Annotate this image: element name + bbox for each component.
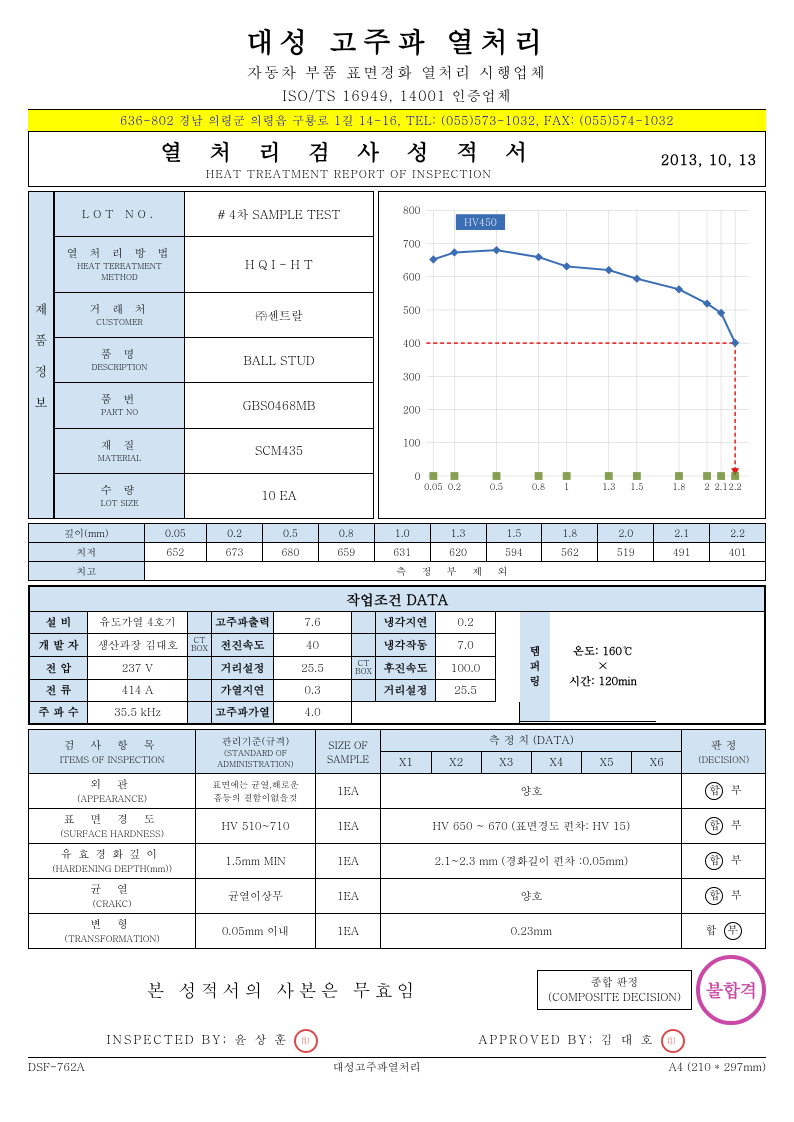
svg-text:1: 1	[564, 481, 569, 493]
company-name: 대성 고주파 열처리	[28, 20, 766, 60]
composite-decision-label: 종합 판정 (COMPOSITE DECISION)	[537, 970, 692, 1010]
svg-text:700: 700	[403, 236, 421, 250]
work-conditions: 작업조건 DATA 설 비유도가열 4호기고주파출력7.6냉각지연0.2템퍼링 …	[28, 585, 766, 725]
inspection-table: 검 사 항 목 ITEMS OF INSPECTION 관리기준(규격) (ST…	[28, 729, 766, 949]
hardness-chart: 0 100 200 300 400 500 600 700 800 0.05 0.2 0.5 0.8 1 1…	[378, 191, 766, 519]
header: 대성 고주파 열처리 자동차 부품 표면경화 열처리 시행업체 ISO/TS 1…	[28, 20, 766, 105]
report-title-row: 열 처 리 검 사 성 적 서 HEAT TREATMENT REPORT OF…	[28, 132, 766, 187]
report-date: 2013, 10, 13	[661, 149, 757, 169]
svg-text:1.5: 1.5	[630, 481, 643, 493]
svg-text:600: 600	[403, 270, 421, 284]
svg-text:1.3: 1.3	[602, 481, 615, 493]
svg-text:2.1: 2.1	[715, 481, 728, 493]
fail-stamp: 불합격	[696, 955, 766, 1025]
approver-seal-icon: 印	[661, 1029, 685, 1053]
svg-text:2.2: 2.2	[729, 481, 742, 493]
svg-text:200: 200	[403, 403, 421, 417]
depth-data-table: 깊이(mm)0.050.20.50.81.01.31.51.82.02.12.2…	[28, 523, 766, 581]
subtitle-1: 자동차 부품 표면경화 열처리 시행업체	[28, 62, 766, 83]
copy-notice: 본 성적서의 사본은 무효임	[28, 978, 537, 1003]
svg-text:100: 100	[403, 436, 421, 450]
footer-row: 본 성적서의 사본은 무효임 종합 판정 (COMPOSITE DECISION…	[28, 955, 766, 1025]
depth-excluded: 측 정 부 제 외	[144, 562, 765, 581]
svg-text:0.8: 0.8	[532, 481, 545, 493]
svg-text:500: 500	[403, 303, 421, 317]
svg-text:0: 0	[415, 469, 421, 483]
document-footer: DSF-762A 대성고주파열처리 A4 (210 * 297mm)	[28, 1057, 766, 1075]
svg-text:800: 800	[403, 203, 421, 217]
signature-row: INSPECTED BY; 윤 상 훈 印 APPROVED BY; 김 대 호…	[28, 1029, 766, 1053]
svg-text:300: 300	[403, 369, 421, 383]
svg-text:HV450: HV450	[464, 215, 497, 229]
report-title-kor: 열 처 리 검 사 성 적 서	[37, 136, 661, 167]
subtitle-2: ISO/TS 16949, 14001 인증업체	[28, 85, 766, 105]
svg-text:1.8: 1.8	[672, 481, 685, 493]
address-bar: 636-802 경남 의령군 의령읍 구룡로 1길 14-16, TEL: (0…	[28, 109, 766, 132]
svg-text:0.5: 0.5	[490, 481, 503, 493]
svg-text:2: 2	[704, 481, 709, 493]
report-title-eng: HEAT TREATMENT REPORT OF INSPECTION	[37, 167, 661, 182]
svg-text:400: 400	[403, 336, 421, 350]
inspector-seal-icon: 印	[294, 1029, 318, 1053]
svg-text:0.05: 0.05	[424, 481, 442, 493]
product-info-table: LOT NO.# 4차 SAMPLE TEST열 처 리 방 법HEAT TER…	[54, 191, 374, 519]
svg-text:0.2: 0.2	[448, 481, 461, 493]
side-label: 제품 정보	[28, 191, 54, 519]
